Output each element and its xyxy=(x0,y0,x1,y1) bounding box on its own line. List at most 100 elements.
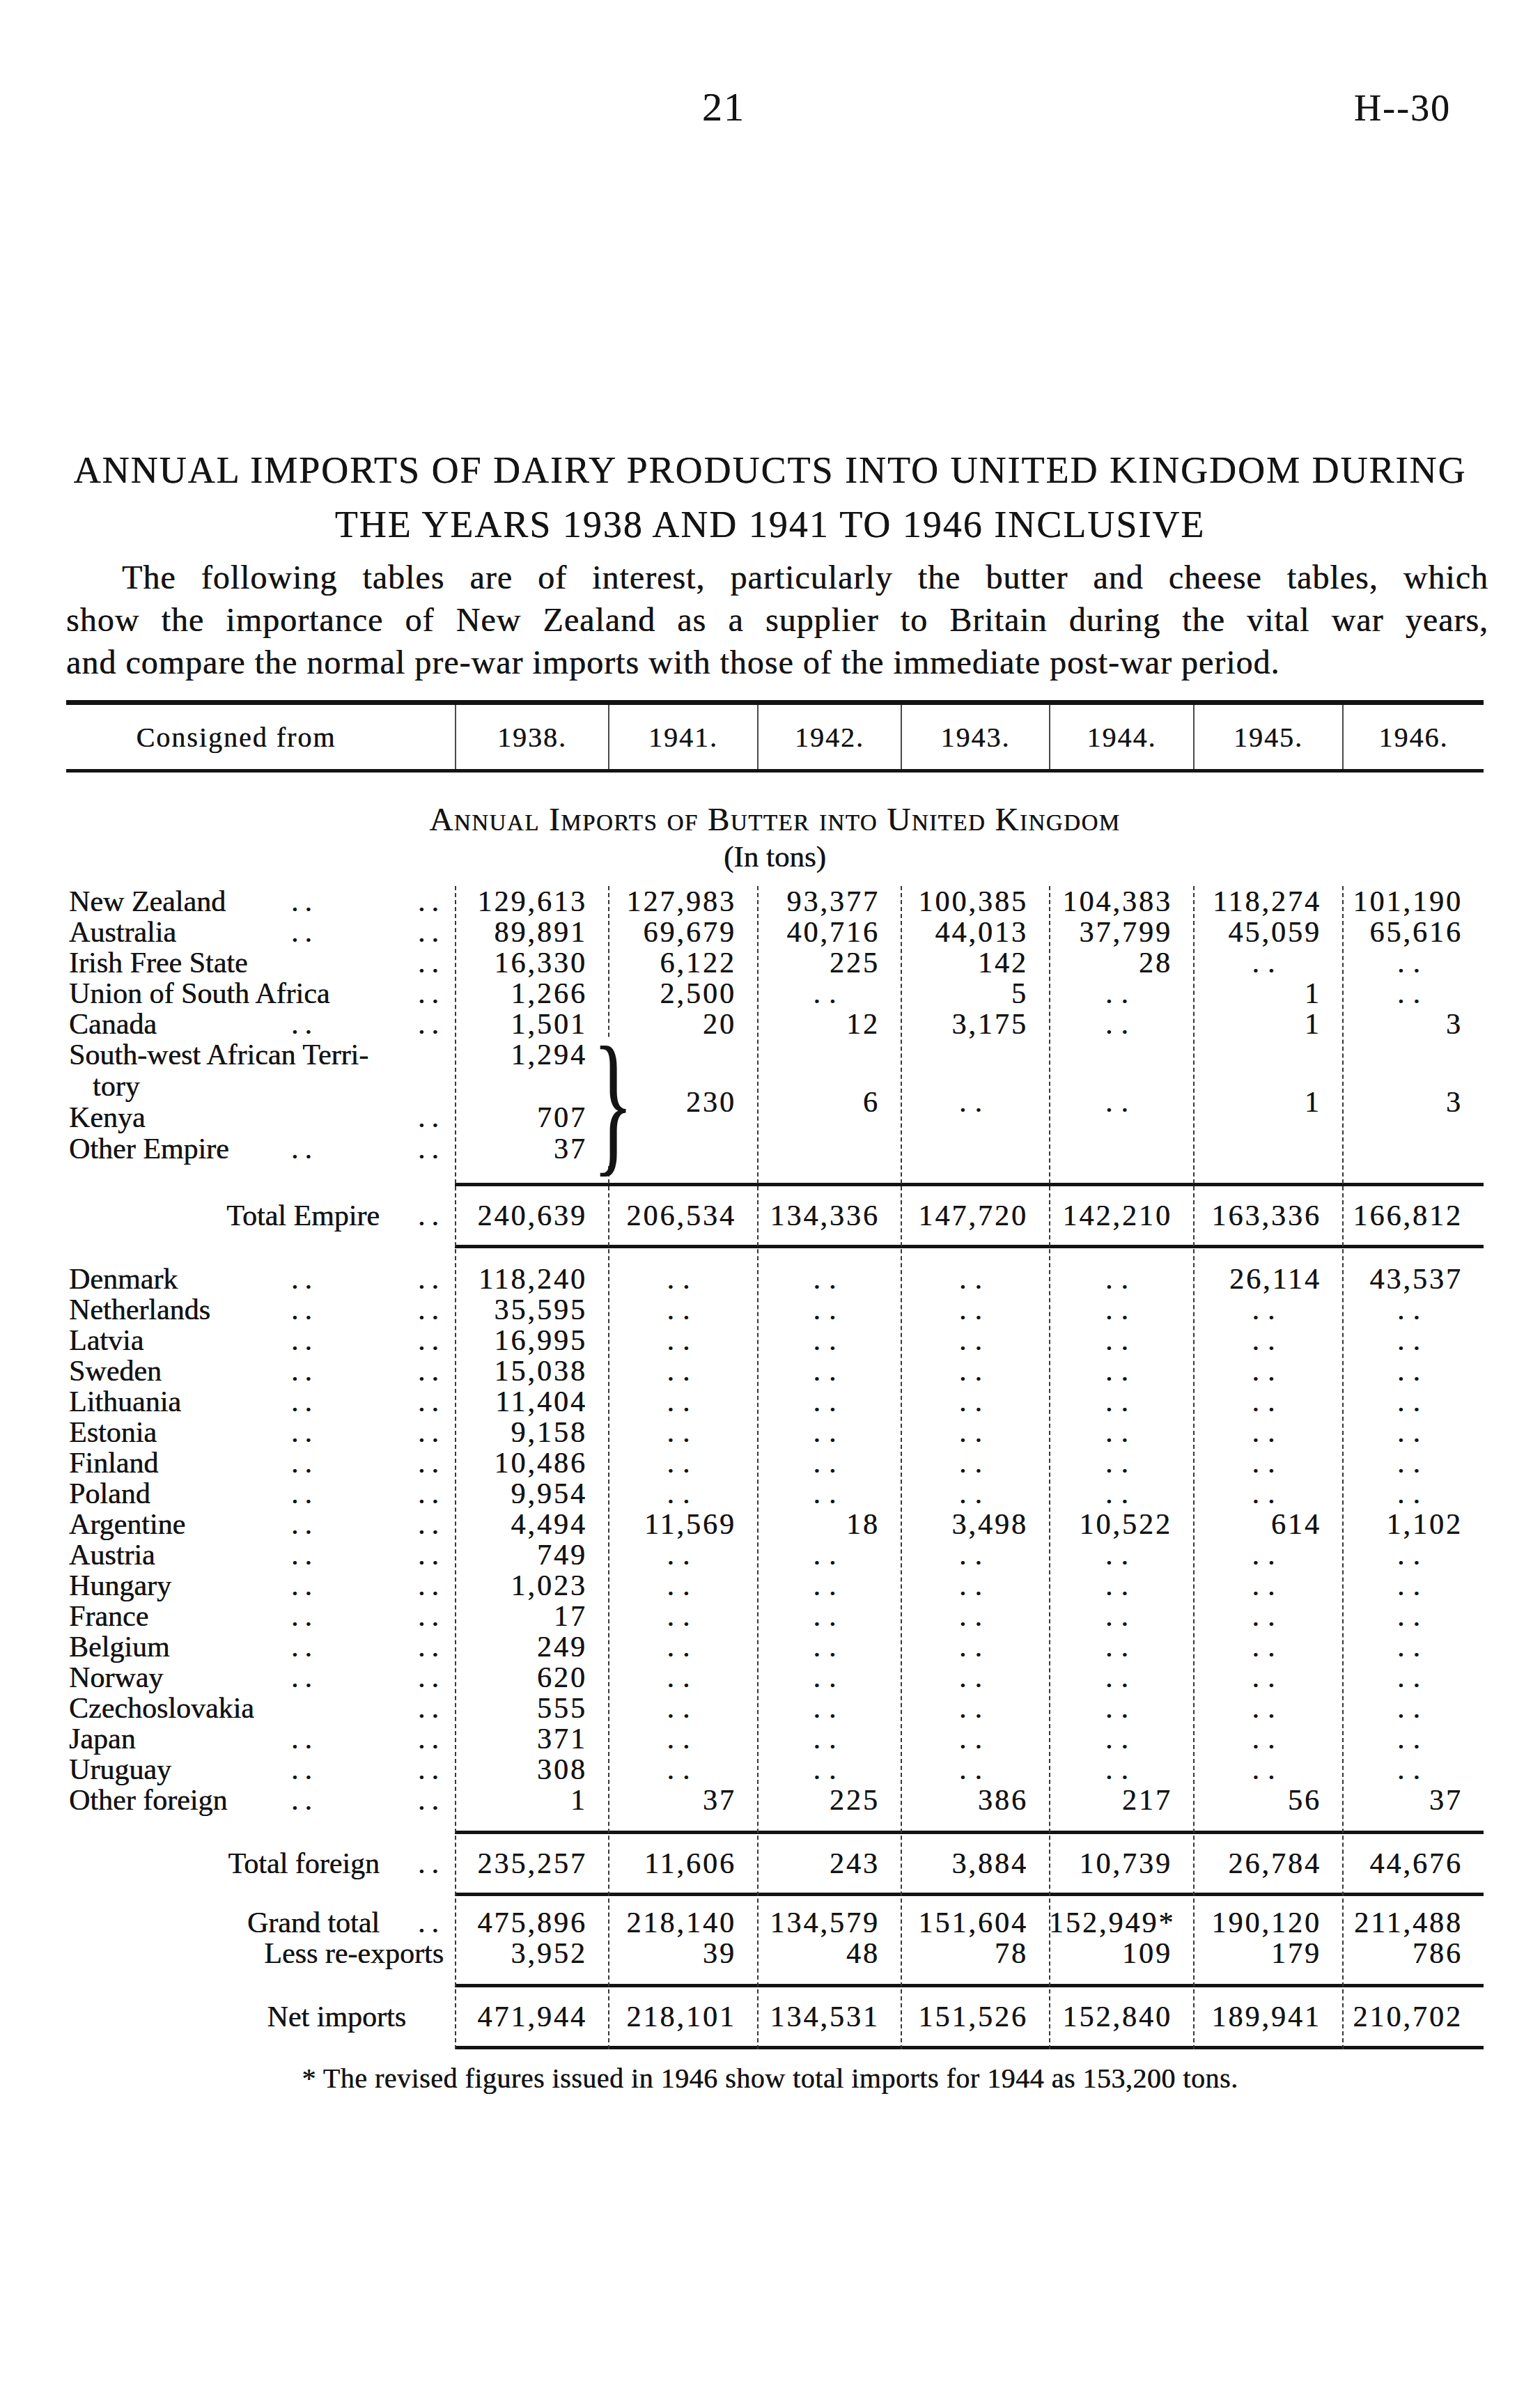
cell-value: .. xyxy=(1342,947,1484,978)
cell-value: .. xyxy=(608,1356,757,1386)
table-row: Uruguay....308............ xyxy=(66,1754,1484,1785)
row-label: Irish Free State.. xyxy=(66,947,455,978)
cell-value: .. xyxy=(757,1570,901,1601)
cell-value: 26,114 xyxy=(1193,1264,1342,1294)
table-row: Argentine....4,49411,569183,49810,522614… xyxy=(66,1509,1484,1539)
leader-dots: .. xyxy=(418,1325,445,1356)
cell-value: .. xyxy=(757,1662,901,1693)
cell-value: 93,377 xyxy=(757,886,901,917)
cell-value: .. xyxy=(1193,1723,1342,1754)
cell-value: .. xyxy=(1342,1693,1484,1723)
consigned-from-header: Consigned from xyxy=(66,705,455,769)
row-label-text: Net imports xyxy=(267,2001,406,2032)
leader-dots: .. xyxy=(291,1009,318,1039)
table-row: Other foreign....1372253862175637 xyxy=(66,1785,1484,1815)
cell-value: 5 xyxy=(901,978,1049,1009)
cell-value: .. xyxy=(757,1754,901,1785)
cell-value: .. xyxy=(1193,1448,1342,1478)
cell-value: 471,944 xyxy=(455,1987,608,2046)
cell-value: .. xyxy=(608,1693,757,1723)
leader-dots: .. xyxy=(418,1662,445,1693)
leader-dots: .. xyxy=(418,1723,445,1754)
year-header: 1943. xyxy=(901,705,1049,769)
cell-value: 9,158 xyxy=(455,1417,608,1448)
row-label-text: Lithuania xyxy=(69,1386,181,1418)
cell-value: .. xyxy=(1049,1570,1193,1601)
cell-value: 129,613 xyxy=(455,886,608,917)
table-row: New Zealand....129,613127,98393,377100,3… xyxy=(66,886,1484,917)
cell-value: .. xyxy=(901,1448,1049,1478)
cell-value: 1,266 xyxy=(455,978,608,1009)
cell-value: .. xyxy=(1193,1693,1342,1723)
cell-value: 218,101 xyxy=(608,1987,757,2046)
table-row: Grand total..475,896218,140134,579151,60… xyxy=(66,1907,1484,1938)
table-row: Australia....89,89169,67940,71644,01337,… xyxy=(66,917,1484,947)
cell-value: 225 xyxy=(757,1785,901,1815)
cell-value: .. xyxy=(1193,1478,1342,1509)
cell-value: .. xyxy=(1193,1570,1342,1601)
title-line-1: ANNUAL IMPORTS OF DAIRY PRODUCTS INTO UN… xyxy=(31,443,1509,497)
cell-value: .. xyxy=(1342,1539,1484,1570)
cell-value: .. xyxy=(901,1631,1049,1662)
row-label: Net imports xyxy=(66,1987,455,2046)
row-label: Norway.... xyxy=(66,1662,455,1693)
table-row: Lithuania....11,404............ xyxy=(66,1386,1484,1417)
cell-value: .. xyxy=(901,1693,1049,1723)
cell-value: .. xyxy=(1049,1386,1193,1417)
cell-value: .. xyxy=(1049,1039,1193,1165)
row-label: Less re-exports xyxy=(66,1938,455,1969)
imports-table: Consigned from 1938.1941.1942.1943.1944.… xyxy=(66,700,1484,2049)
cell-value: 308 xyxy=(455,1754,608,1785)
cell-value: 40,716 xyxy=(757,917,901,947)
cell-value: 16,330 xyxy=(455,947,608,978)
cell-value: .. xyxy=(1193,1356,1342,1386)
row-label-text: Other foreign xyxy=(69,1784,227,1816)
cell-value: .. xyxy=(1342,1570,1484,1601)
leader-dots: .. xyxy=(291,1478,318,1509)
cell-value: 225 xyxy=(757,947,901,978)
leader-dots: .. xyxy=(418,1478,445,1509)
leader-dots: .. xyxy=(418,1294,445,1325)
cell-value: 152,840 xyxy=(1049,1987,1193,2046)
cell-value: 1 xyxy=(1193,1039,1342,1165)
row-label-text: Denmark xyxy=(69,1263,178,1295)
row-label: Belgium.... xyxy=(66,1631,455,1662)
title-line-2: THE YEARS 1938 AND 1941 TO 1946 INCLUSIV… xyxy=(31,497,1509,552)
cell-value: 10,486 xyxy=(455,1448,608,1478)
cell-value: .. xyxy=(608,1539,757,1570)
paper-code: H--30 xyxy=(1354,86,1451,130)
cell-value: 217 xyxy=(1049,1785,1193,1815)
cell-value: 100,385 xyxy=(901,886,1049,917)
cell-value: 1 xyxy=(1193,978,1342,1009)
table-row: Irish Free State..16,3306,12222514228...… xyxy=(66,947,1484,978)
cell-value: .. xyxy=(608,1417,757,1448)
row-label-text: Australia xyxy=(69,916,176,948)
cell-value: .. xyxy=(757,1264,901,1294)
row-label-text: Czechoslovakia xyxy=(69,1692,254,1724)
row-label-text: Grand total xyxy=(247,1907,380,1939)
row-label-text: Poland xyxy=(69,1477,150,1509)
spacer xyxy=(66,1165,1484,1183)
cell-value: 2,500 xyxy=(608,978,757,1009)
cell-value: 37,799 xyxy=(1049,917,1193,947)
cell-value: .. xyxy=(1342,1417,1484,1448)
leader-dots: .. xyxy=(418,1570,445,1601)
row-label: Austria.... xyxy=(66,1539,455,1570)
leader-dots: .. xyxy=(291,1448,318,1478)
cell-value: .. xyxy=(901,1039,1049,1165)
cell-value: 235,257 xyxy=(455,1834,608,1893)
cell-value: .. xyxy=(608,1570,757,1601)
cell-value: 56 xyxy=(1193,1785,1342,1815)
leader-dots: .. xyxy=(418,1785,445,1815)
cell-value: 101,190 xyxy=(1342,886,1484,917)
leader-dots: .. xyxy=(291,1417,318,1448)
row-label-text: Belgium xyxy=(69,1631,170,1663)
cell-value: .. xyxy=(901,1570,1049,1601)
cell-value: .. xyxy=(1193,947,1342,978)
cell-value: .. xyxy=(1049,1601,1193,1631)
cell-value: 614 xyxy=(1193,1509,1342,1539)
leader-dots: .. xyxy=(291,1662,318,1693)
row-label: Czechoslovakia.. xyxy=(66,1693,455,1723)
table-row: Netherlands....35,595............ xyxy=(66,1294,1484,1325)
intro-paragraph: The following tables are of interest, pa… xyxy=(66,556,1488,683)
